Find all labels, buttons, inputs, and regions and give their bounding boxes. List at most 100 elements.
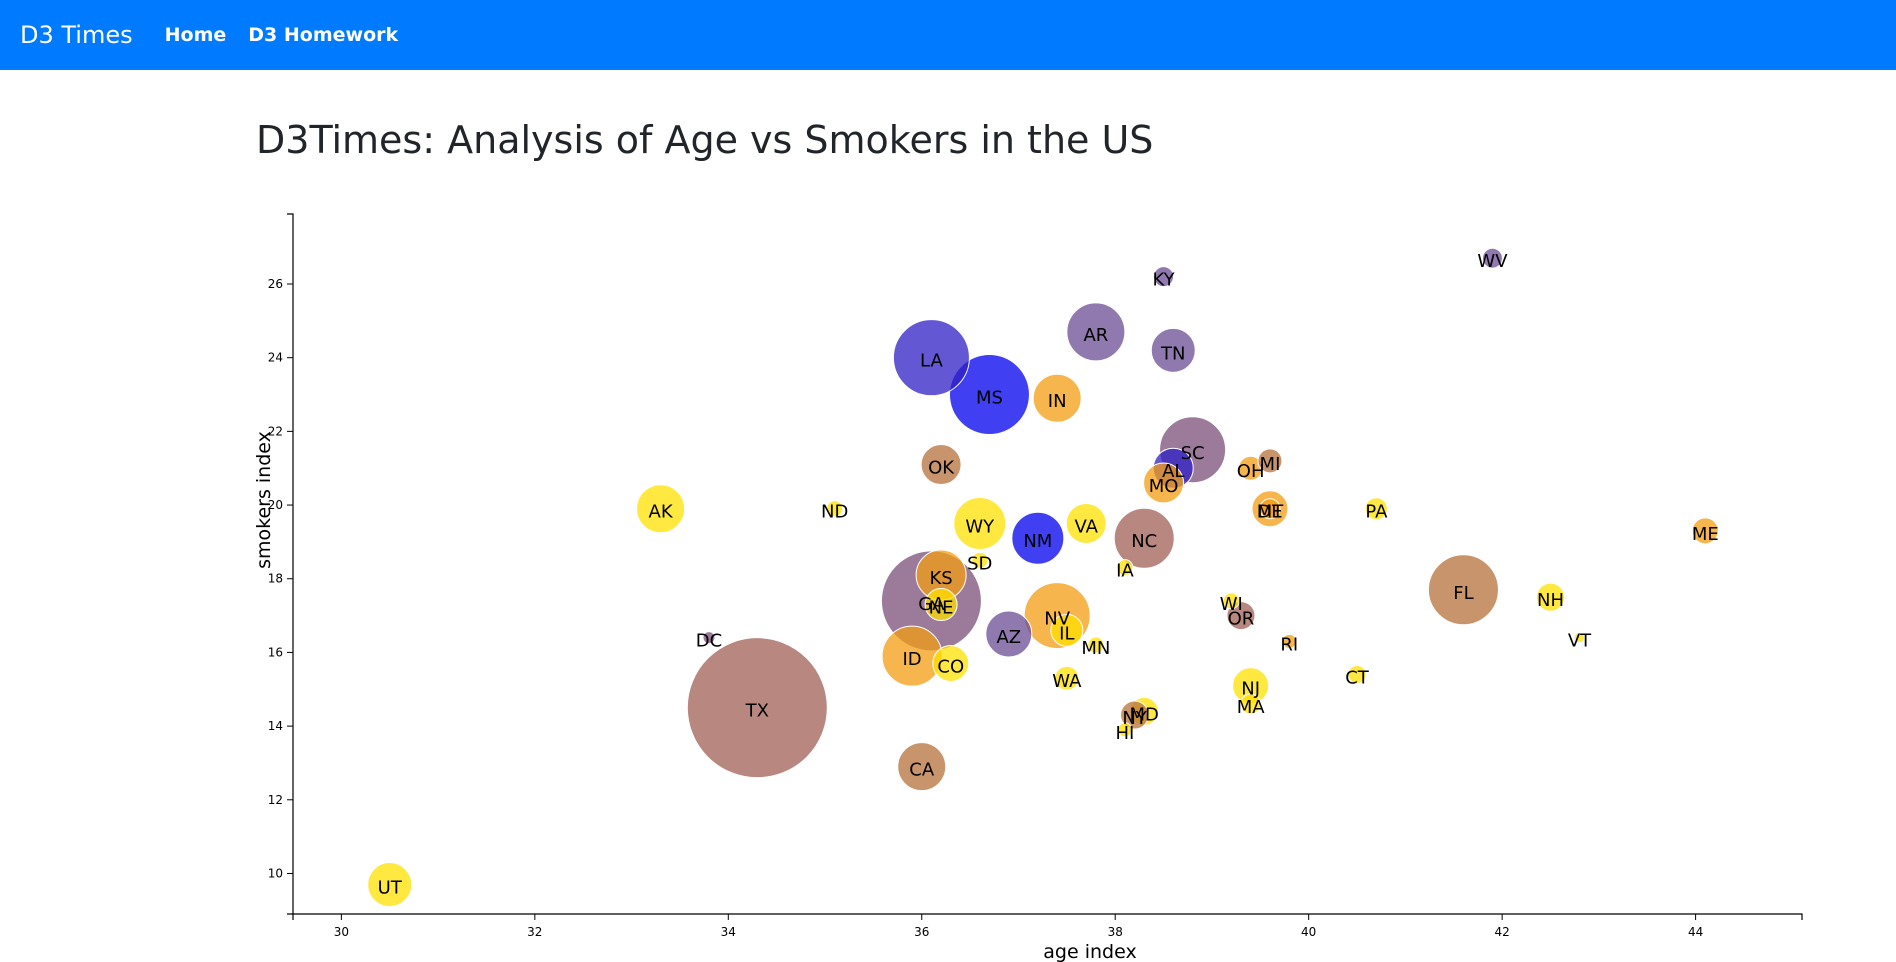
state-label-nm: NM bbox=[1023, 531, 1052, 552]
state-label-nd: ND bbox=[821, 502, 848, 523]
state-point-nd[interactable] bbox=[826, 500, 844, 518]
state-point-wi[interactable] bbox=[1222, 592, 1240, 610]
state-point-wa[interactable] bbox=[1054, 665, 1080, 691]
state-point-fl[interactable] bbox=[1427, 554, 1499, 626]
y-tick-label: 12 bbox=[268, 793, 283, 807]
state-label-de: DE bbox=[1257, 502, 1282, 523]
state-label-ar: AR bbox=[1083, 325, 1108, 346]
state-label-me: ME bbox=[1692, 524, 1719, 545]
x-tick-label: 42 bbox=[1494, 925, 1509, 939]
state-label-wa: WA bbox=[1052, 671, 1082, 692]
state-label-md: MD bbox=[1130, 704, 1159, 725]
state-label-ct: CT bbox=[1345, 668, 1370, 689]
state-label-nh: NH bbox=[1537, 590, 1564, 611]
x-tick-label: 38 bbox=[1108, 925, 1123, 939]
state-point-nc[interactable] bbox=[1113, 507, 1175, 569]
state-label-vt: VT bbox=[1568, 631, 1592, 652]
y-tick-label: 18 bbox=[268, 572, 283, 586]
state-label-la: LA bbox=[920, 351, 943, 372]
state-point-ri[interactable] bbox=[1281, 633, 1297, 649]
state-label-va: VA bbox=[1074, 516, 1098, 537]
state-label-ny: NY bbox=[1122, 708, 1147, 729]
state-label-nv: NV bbox=[1044, 609, 1070, 630]
state-point-ca[interactable] bbox=[897, 742, 947, 792]
state-point-la[interactable] bbox=[892, 319, 970, 397]
y-tick-label: 24 bbox=[268, 351, 283, 365]
state-label-co: CO bbox=[937, 656, 964, 677]
state-point-ok[interactable] bbox=[920, 444, 962, 486]
state-point-pa[interactable] bbox=[1364, 497, 1388, 521]
state-point-ia[interactable] bbox=[1116, 559, 1134, 577]
state-label-ga: GA bbox=[918, 594, 945, 615]
state-point-az[interactable] bbox=[985, 610, 1033, 658]
state-point-nh[interactable] bbox=[1536, 582, 1565, 612]
state-point-ct[interactable] bbox=[1347, 665, 1367, 685]
navbar: D3 Times Home D3 Homework bbox=[0, 0, 1896, 70]
state-point-mi[interactable] bbox=[1257, 448, 1283, 474]
state-point-ne[interactable] bbox=[924, 588, 958, 622]
state-label-sc: SC bbox=[1181, 443, 1205, 464]
state-point-me[interactable] bbox=[1691, 517, 1719, 545]
state-label-nj: NJ bbox=[1241, 679, 1260, 700]
state-label-ca: CA bbox=[909, 760, 935, 781]
x-axis-line bbox=[292, 913, 1803, 920]
state-point-hi[interactable] bbox=[1117, 722, 1133, 738]
state-point-ms[interactable] bbox=[948, 354, 1030, 436]
state-label-az: AZ bbox=[996, 627, 1021, 648]
state-label-al: AL bbox=[1162, 461, 1184, 482]
state-point-ar[interactable] bbox=[1066, 302, 1126, 362]
state-point-wy[interactable] bbox=[953, 496, 1007, 550]
state-label-id: ID bbox=[902, 649, 921, 670]
state-label-il: IL bbox=[1059, 623, 1074, 644]
state-label-tx: TX bbox=[745, 701, 769, 722]
state-label-ne: NE bbox=[929, 598, 954, 619]
state-point-va[interactable] bbox=[1065, 502, 1107, 544]
state-label-mi: MI bbox=[1260, 454, 1281, 475]
state-point-in[interactable] bbox=[1032, 373, 1082, 423]
y-tick-label: 26 bbox=[268, 277, 283, 291]
state-point-wv[interactable] bbox=[1481, 247, 1503, 269]
brand-link[interactable]: D3 Times bbox=[20, 21, 133, 49]
state-point-vt[interactable] bbox=[1574, 632, 1586, 644]
state-label-oh: OH bbox=[1237, 461, 1265, 482]
state-point-tn[interactable] bbox=[1150, 327, 1196, 373]
state-point-nm[interactable] bbox=[1011, 511, 1065, 565]
page-title: D3Times: Analysis of Age vs Smokers in t… bbox=[256, 118, 1154, 162]
y-tick-label: 10 bbox=[268, 866, 283, 880]
state-point-ma[interactable] bbox=[1240, 693, 1262, 715]
state-label-wi: WI bbox=[1220, 594, 1243, 615]
state-point-ky[interactable] bbox=[1153, 266, 1175, 288]
state-label-mt: MT bbox=[1257, 502, 1285, 523]
state-label-dc: DC bbox=[696, 631, 722, 652]
state-label-tn: TN bbox=[1160, 343, 1185, 364]
state-label-ma: MA bbox=[1237, 697, 1266, 718]
state-label-ok: OK bbox=[928, 458, 955, 479]
state-point-ny[interactable] bbox=[1120, 700, 1150, 730]
state-point-ut[interactable] bbox=[367, 862, 413, 908]
state-label-in: IN bbox=[1048, 391, 1067, 412]
nav-link-d3-homework[interactable]: D3 Homework bbox=[248, 24, 399, 46]
x-tick-label: 30 bbox=[334, 925, 349, 939]
state-label-ia: IA bbox=[1116, 561, 1134, 582]
state-label-wy: WY bbox=[965, 516, 995, 537]
y-tick-label: 22 bbox=[268, 424, 283, 438]
state-point-tx[interactable] bbox=[686, 637, 828, 779]
state-point-il[interactable] bbox=[1050, 613, 1084, 647]
state-point-sd[interactable] bbox=[971, 551, 989, 569]
x-tick-label: 34 bbox=[721, 925, 736, 939]
state-point-mt[interactable] bbox=[1259, 498, 1281, 520]
x-tick-label: 32 bbox=[527, 925, 542, 939]
state-point-dc[interactable] bbox=[702, 631, 716, 645]
y-axis-line bbox=[287, 213, 294, 915]
state-point-mo[interactable] bbox=[1143, 462, 1185, 504]
nav-link-home[interactable]: Home bbox=[164, 24, 227, 46]
state-point-mn[interactable] bbox=[1087, 636, 1105, 654]
state-label-mo: MO bbox=[1149, 476, 1179, 497]
state-point-co[interactable] bbox=[932, 644, 970, 682]
state-label-ks: KS bbox=[929, 568, 952, 589]
y-tick-label: 20 bbox=[268, 498, 283, 512]
state-label-pa: PA bbox=[1365, 502, 1388, 523]
state-point-ak[interactable] bbox=[636, 484, 686, 534]
